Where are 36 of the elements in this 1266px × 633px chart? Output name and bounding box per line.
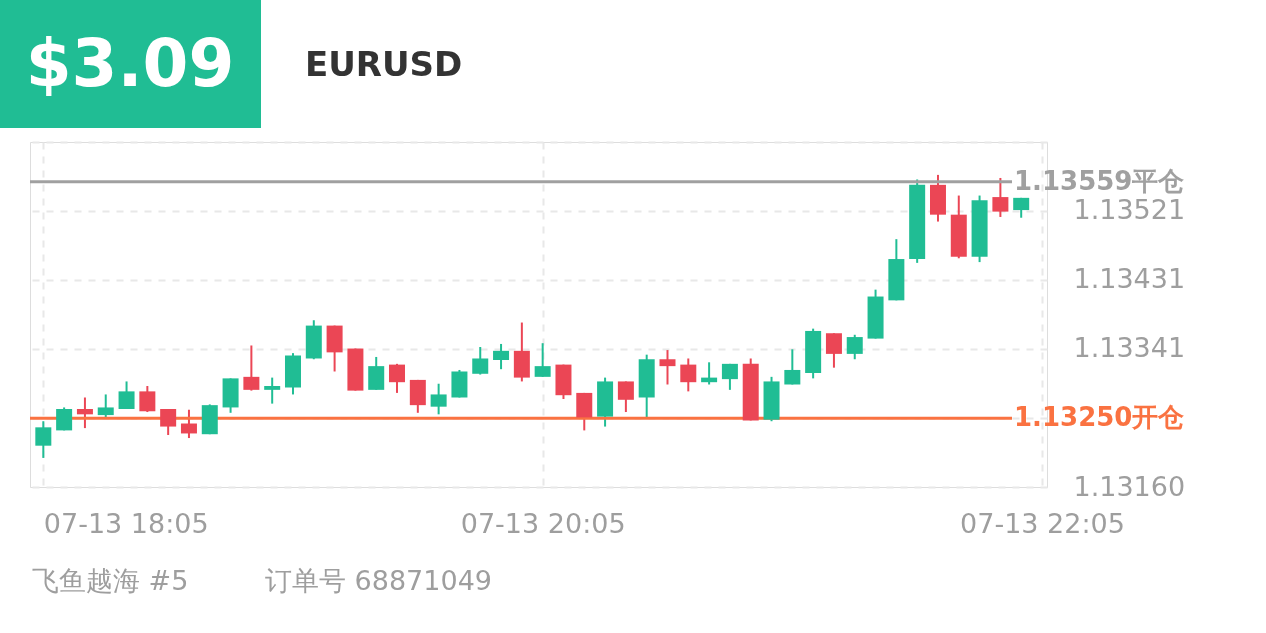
candlestick bbox=[368, 355, 385, 391]
x-tick-label: 07-13 20:05 bbox=[460, 507, 626, 539]
chart-subtitle: EURUSD bbox=[305, 44, 463, 84]
candlestick bbox=[721, 362, 738, 391]
x-tick-label: 07-13 22:05 bbox=[960, 507, 1125, 539]
candlestick bbox=[493, 342, 510, 371]
candlestick bbox=[992, 176, 1009, 218]
candlestick bbox=[160, 407, 177, 436]
candlestick bbox=[97, 393, 114, 419]
candlestick bbox=[264, 376, 281, 405]
candlestick bbox=[784, 348, 801, 386]
candlestick bbox=[243, 344, 260, 392]
candlestick bbox=[472, 346, 489, 376]
candlestick bbox=[659, 349, 676, 386]
candlestick bbox=[180, 408, 197, 440]
ref-line-label: 1.13559平仓 bbox=[1014, 165, 1185, 196]
ref-line-label: 1.13250开仓 bbox=[1014, 402, 1185, 433]
candlestick bbox=[534, 342, 551, 378]
candlestick bbox=[846, 333, 863, 361]
text: 订单号 68871049 bbox=[265, 565, 493, 596]
y-tick-label: 1.13341 bbox=[1073, 332, 1186, 364]
y-tick-label: 1.13160 bbox=[1073, 470, 1186, 502]
candlestick bbox=[139, 385, 156, 414]
candlestick bbox=[430, 382, 447, 416]
y-tick-label: 1.13521 bbox=[1073, 194, 1186, 226]
candlestick bbox=[389, 362, 406, 394]
candlestick bbox=[76, 396, 93, 430]
x-tick-label: 07-13 18:05 bbox=[43, 507, 209, 539]
chart-title: $3.09 bbox=[25, 25, 235, 102]
candlestick bbox=[617, 380, 634, 414]
y-tick-label: 1.13431 bbox=[1073, 263, 1186, 295]
candlestick bbox=[118, 380, 135, 410]
candlestick bbox=[680, 357, 697, 393]
candlestick bbox=[825, 332, 842, 369]
text: 飞鱼越海 #5 bbox=[32, 565, 189, 596]
candlestick bbox=[35, 420, 52, 459]
